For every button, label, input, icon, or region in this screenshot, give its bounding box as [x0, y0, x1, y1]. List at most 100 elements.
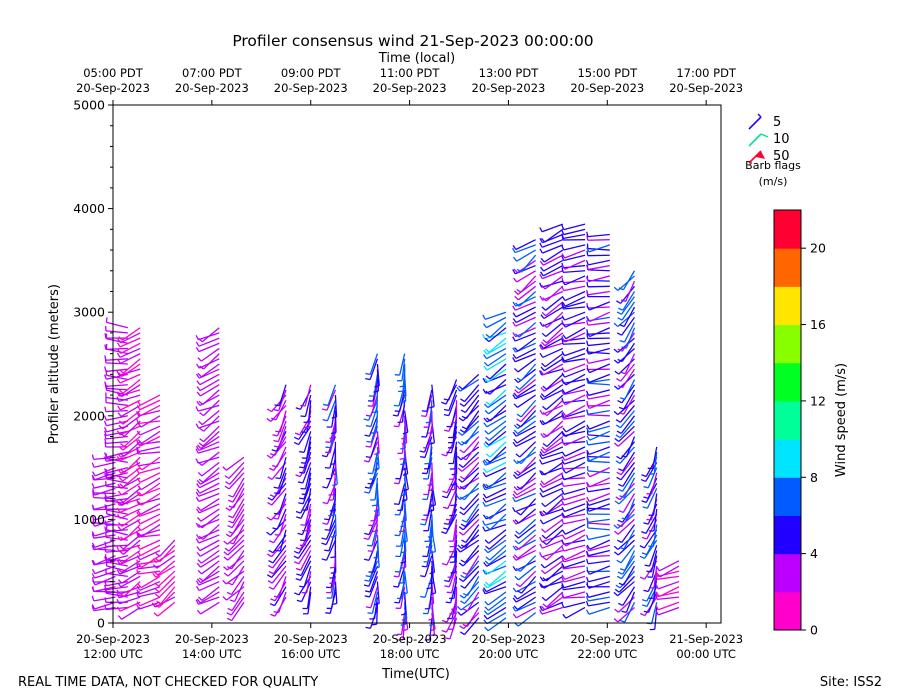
- wind-barb-tick: [363, 418, 369, 422]
- wind-barb: [587, 560, 610, 565]
- wind-barb: [463, 498, 480, 516]
- wind-barb: [587, 351, 610, 355]
- wind-barb-tick: [539, 519, 544, 525]
- wind-barb-tick: [117, 452, 122, 458]
- wind-barb-tick: [367, 544, 373, 547]
- wind-barb: [650, 550, 658, 572]
- wind-barb-tick: [515, 453, 521, 458]
- wind-barb-tick: [539, 470, 543, 476]
- wind-barb: [200, 601, 220, 615]
- wind-barb: [140, 503, 161, 515]
- wind-barb-tick: [400, 395, 407, 398]
- wind-barb-tick: [540, 510, 545, 516]
- wind-barb: [544, 492, 564, 508]
- wind-barb: [544, 596, 564, 611]
- wind-barb-tick: [561, 481, 564, 487]
- wind-barb-tick: [483, 422, 488, 428]
- wind-barb: [519, 555, 537, 572]
- wind-barb-tick: [655, 591, 659, 597]
- wind-barb-tick: [513, 403, 518, 408]
- wind-barb-tick: [299, 585, 305, 588]
- wind-barb-tick: [271, 449, 277, 452]
- wind-barb-tick: [617, 384, 623, 389]
- wind-barb-tick: [484, 539, 490, 544]
- wind-barb: [487, 591, 507, 606]
- wind-barb: [272, 544, 287, 564]
- wind-barb: [372, 451, 379, 474]
- wind-barb: [463, 472, 480, 490]
- wind-barb-tick: [585, 596, 589, 602]
- wind-barb: [541, 342, 564, 351]
- wind-barb: [589, 373, 611, 384]
- wind-barb: [203, 425, 220, 443]
- wind-barb: [486, 575, 507, 589]
- wind-barb-tick: [136, 531, 140, 537]
- wind-barb-tick: [561, 512, 566, 518]
- wind-barb-tick: [485, 581, 490, 586]
- wind-barb-tick: [195, 448, 199, 454]
- wind-barb: [199, 544, 220, 557]
- wind-barb-tick: [483, 403, 489, 409]
- wind-barb-tick: [152, 558, 157, 563]
- wind-barb-tick: [419, 455, 426, 459]
- wind-barb-tick: [619, 339, 625, 343]
- wind-barb-tick: [196, 488, 201, 494]
- x-tick-date: 20-Sep-2023: [274, 632, 348, 646]
- wind-barb: [462, 451, 480, 468]
- wind-barb: [563, 565, 586, 570]
- wind-barb: [542, 446, 564, 457]
- wind-barb: [198, 342, 220, 353]
- wind-barb: [621, 301, 636, 321]
- wind-barb-tick: [401, 519, 407, 523]
- colorbar-segment: [774, 248, 801, 287]
- wind-barb-tick: [198, 577, 204, 582]
- wind-barb: [542, 570, 564, 582]
- wind-barb: [121, 384, 141, 398]
- x-tick-time: 22:00 UTC: [578, 647, 638, 661]
- wind-barb-tick: [428, 582, 434, 585]
- wind-barb-tick: [515, 567, 521, 572]
- wind-barb: [403, 415, 407, 438]
- wind-barb: [617, 430, 635, 447]
- wind-barb-tick: [542, 603, 548, 608]
- wind-barb: [563, 560, 586, 569]
- wind-barb-tick: [643, 522, 649, 525]
- wind-barb: [461, 467, 480, 483]
- wind-barb-tick: [459, 475, 465, 480]
- wind-barb: [199, 591, 220, 604]
- wind-barb: [544, 518, 564, 533]
- wind-barb: [453, 524, 458, 547]
- wind-barb-tick: [222, 579, 227, 585]
- wind-barb: [589, 477, 611, 488]
- wind-barb-tick: [585, 349, 590, 355]
- wind-barb-tick: [119, 545, 124, 550]
- wind-barb: [138, 586, 161, 595]
- wind-barb-tick: [117, 525, 122, 531]
- wind-barb-tick: [514, 519, 520, 524]
- wind-barb: [517, 337, 537, 352]
- wind-barb-tick: [459, 429, 465, 433]
- wind-barb: [198, 492, 220, 503]
- wind-barb: [563, 270, 586, 274]
- wind-barb-tick: [266, 418, 272, 422]
- legend-flag: [756, 151, 765, 159]
- wind-barb-tick: [267, 501, 273, 506]
- wind-barb: [448, 379, 458, 401]
- wind-barb-tick: [561, 350, 565, 357]
- wind-barb: [541, 456, 564, 465]
- wind-barb-tick: [400, 623, 406, 626]
- wind-barb-tick: [641, 598, 648, 602]
- wind-barb-tick: [442, 495, 448, 499]
- wind-barb: [619, 405, 635, 423]
- wind-barb: [232, 477, 245, 498]
- wind-barb: [486, 415, 507, 428]
- wind-barb-tick: [270, 613, 276, 617]
- y-tick-label: 0: [97, 616, 105, 631]
- wind-barb: [544, 560, 564, 575]
- wind-barb: [403, 529, 407, 552]
- wind-barb-tick: [561, 388, 566, 394]
- wind-barb: [516, 430, 536, 444]
- wind-barb-tick: [540, 266, 545, 272]
- wind-barb: [105, 347, 128, 351]
- wind-barb-tick: [137, 485, 142, 491]
